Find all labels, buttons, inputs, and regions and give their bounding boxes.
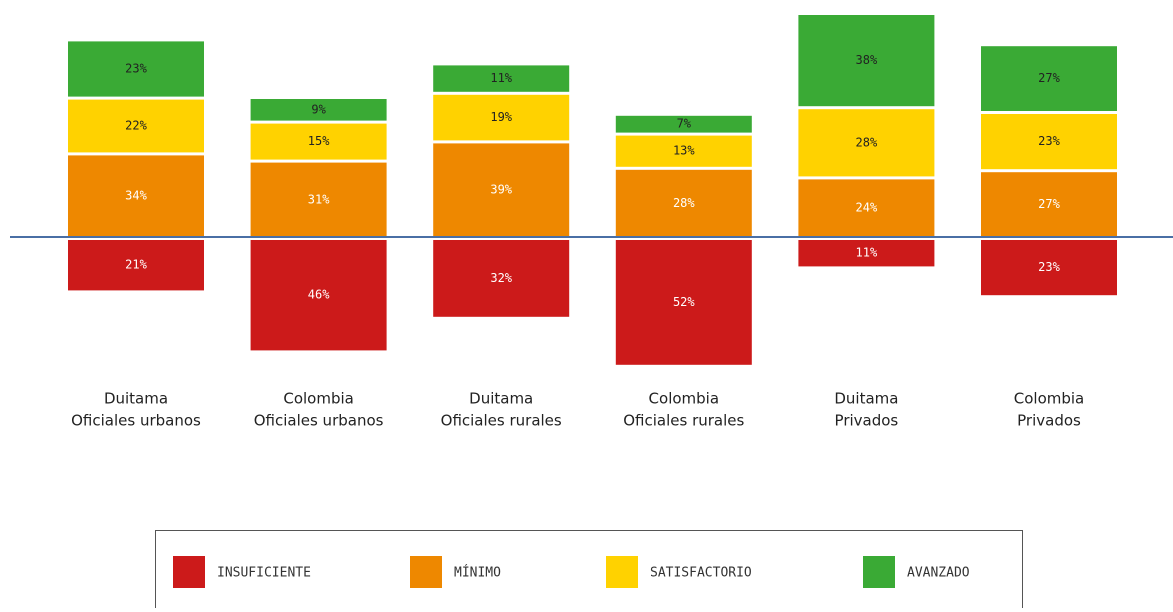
bar-segment bbox=[433, 94, 570, 141]
bar-segment bbox=[798, 240, 935, 267]
value-label: 23% bbox=[1038, 260, 1060, 274]
x-tick-label: Colombia bbox=[649, 390, 720, 408]
bar-segment bbox=[798, 15, 935, 107]
value-label: 23% bbox=[125, 62, 147, 76]
x-tick-label: Colombia bbox=[1014, 390, 1085, 408]
bar-segment bbox=[615, 240, 752, 365]
bar-segment bbox=[250, 99, 387, 121]
x-tick-label: Duitama bbox=[104, 390, 168, 408]
bar-segment bbox=[250, 123, 387, 160]
bar-segment bbox=[433, 65, 570, 92]
bar-segment bbox=[615, 135, 752, 167]
value-label: 9% bbox=[311, 102, 326, 116]
bar-segment bbox=[981, 46, 1117, 112]
value-label: 24% bbox=[856, 201, 878, 215]
value-label: 21% bbox=[125, 258, 147, 272]
value-label: 7% bbox=[677, 117, 692, 131]
x-tick-label: Duitama bbox=[469, 390, 533, 408]
bar-segment bbox=[981, 172, 1117, 237]
value-label: 19% bbox=[490, 110, 512, 124]
value-label: 11% bbox=[490, 71, 512, 85]
value-label: 27% bbox=[1038, 197, 1060, 211]
bar-segment bbox=[433, 240, 570, 317]
value-label: 31% bbox=[308, 192, 330, 206]
legend-swatch bbox=[410, 556, 442, 588]
bar-segment bbox=[615, 115, 752, 133]
bar-segment bbox=[250, 240, 387, 351]
bar-segment bbox=[68, 41, 204, 97]
x-tick-label: Privados bbox=[835, 412, 899, 430]
x-tick-label: Privados bbox=[1017, 412, 1081, 430]
x-tick-label: Oficiales urbanos bbox=[71, 412, 201, 430]
value-label: 32% bbox=[490, 271, 512, 285]
x-tick-label: Oficiales rurales bbox=[441, 412, 562, 430]
value-label: 46% bbox=[308, 288, 330, 302]
value-label: 22% bbox=[125, 119, 147, 133]
bar-segment bbox=[798, 109, 935, 177]
legend-label: MÍNIMO bbox=[454, 565, 501, 581]
value-label: 11% bbox=[856, 246, 878, 260]
bar-segment bbox=[798, 179, 935, 237]
legend-swatch bbox=[863, 556, 895, 588]
bar-segment bbox=[615, 169, 752, 237]
value-label: 52% bbox=[673, 295, 695, 309]
value-label: 34% bbox=[125, 189, 147, 203]
legend-label: INSUFICIENTE bbox=[217, 566, 311, 581]
legend-swatch bbox=[606, 556, 638, 588]
bar-segment bbox=[250, 162, 387, 237]
value-label: 27% bbox=[1038, 71, 1060, 85]
bar-segment bbox=[68, 99, 204, 153]
bar-segment bbox=[981, 114, 1117, 170]
bar-segment bbox=[981, 240, 1117, 296]
x-tick-label: Oficiales rurales bbox=[623, 412, 744, 430]
legend-label: SATISFACTORIO bbox=[650, 566, 752, 581]
bar-segment bbox=[68, 240, 204, 291]
value-label: 15% bbox=[308, 134, 330, 148]
value-label: 23% bbox=[1038, 134, 1060, 148]
x-tick-label: Oficiales urbanos bbox=[254, 412, 384, 430]
value-label: 28% bbox=[673, 196, 695, 210]
x-tick-label: Duitama bbox=[834, 390, 898, 408]
bar-segment bbox=[68, 155, 204, 237]
value-label: 13% bbox=[673, 144, 695, 158]
bar-segment bbox=[433, 143, 570, 237]
value-label: 39% bbox=[490, 183, 512, 197]
value-label: 38% bbox=[856, 53, 878, 67]
legend-label: AVANZADO bbox=[907, 566, 970, 581]
x-tick-label: Colombia bbox=[283, 390, 354, 408]
value-label: 28% bbox=[856, 135, 878, 149]
legend-swatch bbox=[173, 556, 205, 588]
